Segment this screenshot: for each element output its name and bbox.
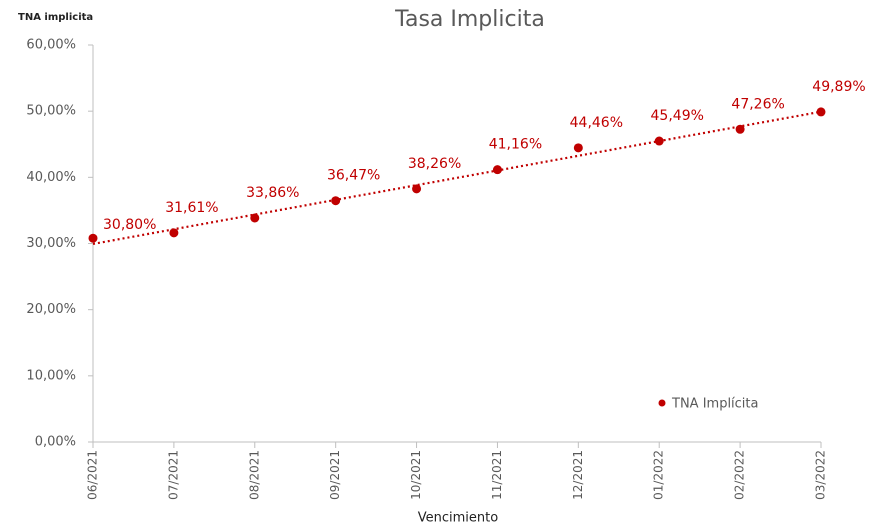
data-label: 30,80% [103,217,156,233]
point [88,233,98,243]
point [169,228,179,238]
y-tick-label: 0,00% [35,435,76,450]
point [250,213,260,223]
point [573,143,583,153]
x-tick-label: 11/2021 [490,450,504,500]
legend-label: TNA Implícita [671,397,759,412]
data-label: 47,26% [731,96,784,112]
x-tick-label: 02/2022 [733,450,747,500]
point [492,165,502,175]
x-tick-label: 03/2022 [814,450,828,500]
point [412,184,422,194]
point [331,196,341,206]
data-label: 41,16% [489,137,542,153]
data-label: 33,86% [246,185,299,201]
x-tick-label: 09/2021 [328,450,342,500]
x-tick-label: 10/2021 [409,450,423,500]
x-tick-label: 01/2022 [652,450,666,500]
data-label: 45,49% [651,108,704,124]
point [816,107,826,117]
y-tick-label: 20,00% [26,302,76,317]
x-axis-title: Vencimiento [418,511,498,526]
x-tick-label: 12/2021 [571,450,585,500]
data-label: 38,26% [408,156,461,172]
trendline [92,110,822,246]
data-label: 44,46% [570,115,623,131]
y-axis-title: TNA implicita [18,12,93,23]
y-tick-label: 40,00% [26,170,76,185]
x-tick-label: 06/2021 [86,450,100,500]
y-tick-label: 60,00% [26,38,76,53]
x-tick-label: 08/2021 [247,450,261,500]
chart-title: Tasa Implicita [394,7,545,32]
y-tick-label: 50,00% [26,104,76,119]
x-tick-label: 07/2021 [166,450,180,500]
point [735,124,745,134]
y-tick-label: 10,00% [26,368,76,383]
point [654,136,664,146]
legend-marker [658,399,666,407]
y-tick-label: 30,00% [26,236,76,251]
data-label: 49,89% [812,79,865,95]
data-label: 36,47% [327,168,380,184]
data-label: 31,61% [165,200,218,216]
